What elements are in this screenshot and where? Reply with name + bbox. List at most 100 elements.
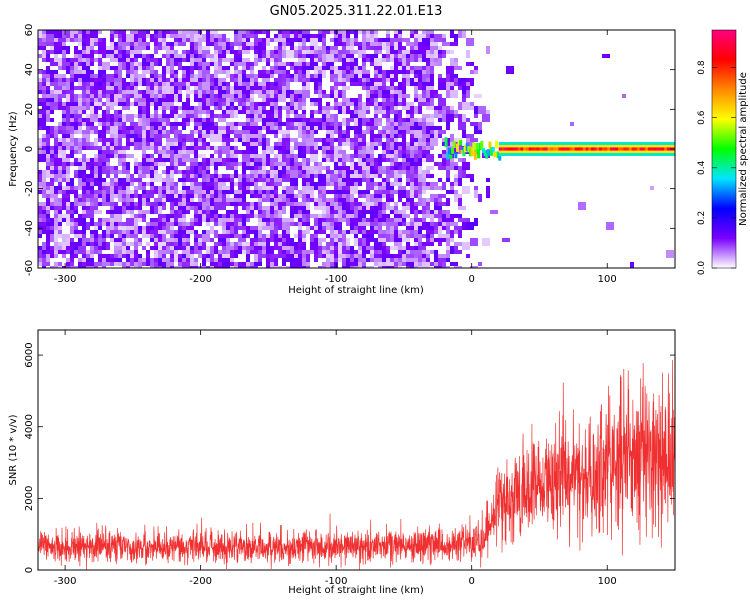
spectrogram-cell: [334, 230, 338, 234]
spectrogram-cell: [330, 262, 334, 268]
spectrogram-cell: [482, 238, 490, 246]
spectrogram-cell: [402, 86, 406, 94]
spectrogram-cell: [50, 118, 54, 122]
spectrogram-cell: [430, 74, 434, 82]
spectrogram-cell: [254, 214, 258, 218]
spectrogram-cell: [258, 242, 266, 246]
spectrogram-cell: [496, 151, 500, 159]
spectrogram-cell: [242, 178, 246, 186]
spectrogram-cell: [266, 70, 270, 74]
spectrogram-cell: [126, 262, 130, 266]
spectrogram-cell: [450, 142, 454, 146]
spectrogram-cell: [458, 198, 462, 206]
spectrogram-cell: [414, 194, 418, 198]
spectrogram-cell: [158, 206, 162, 214]
spectrogram-cell: [430, 38, 434, 42]
spectrogram-cell: [178, 94, 182, 98]
spectrogram-cell: [102, 266, 106, 268]
spectrogram-cell: [258, 94, 266, 98]
spectrogram-cell: [422, 214, 430, 218]
spectrogram-cell: [406, 154, 410, 158]
spectrogram-cell: [302, 134, 306, 142]
spectrogram-cell: [210, 110, 214, 118]
spectrogram-cell: [278, 242, 282, 246]
spectrogram-cell: [186, 90, 194, 94]
spectrogram-cell: [366, 82, 370, 86]
spectrogram-cell: [354, 30, 358, 38]
spectrogram-cell: [226, 82, 230, 86]
spectrogram-cell: [82, 218, 86, 226]
y-tick-label: 60: [24, 24, 35, 37]
spectrogram-cell: [286, 230, 290, 234]
spectrogram-cell: [318, 82, 322, 86]
spectrogram-cell: [346, 258, 350, 266]
spectrogram-cell: [454, 34, 458, 42]
spectrogram-cell: [162, 234, 166, 242]
spectrogram-cell: [406, 122, 414, 126]
spectrogram-cell: [74, 254, 78, 258]
spectrogram-cell: [186, 98, 190, 106]
spectrogram-cell: [158, 250, 166, 254]
spectrogram-cell: [226, 186, 230, 190]
spectrogram-cell: [354, 62, 358, 66]
spectrogram-cell: [302, 114, 306, 118]
spectrogram-cell: [206, 66, 210, 70]
spectrogram-cell: [286, 134, 290, 138]
spectrogram-cell: [298, 222, 302, 226]
spectrogram-cell: [142, 38, 146, 42]
spectrogram-cell: [362, 86, 366, 90]
spectrogram-cell: [166, 194, 170, 198]
spectrogram-cell: [166, 198, 174, 202]
spectrogram-cell: [86, 210, 90, 214]
spectrogram-cell: [246, 126, 250, 130]
spectrogram-cell: [434, 126, 442, 130]
signal-band-cell: [515, 147, 519, 151]
colorbar-label: Normalized spectral amplitude: [738, 72, 749, 226]
spectrogram-cell: [274, 126, 278, 130]
spectrogram-cell: [146, 138, 150, 142]
spectrogram-cell: [58, 82, 66, 86]
spectrogram-cell: [430, 146, 434, 150]
spectrogram-cell: [390, 190, 398, 194]
spectrogram-cell: [186, 226, 194, 230]
spectrogram-cell: [358, 150, 366, 154]
spectrogram-cell: [146, 250, 150, 254]
y-tick-label: 40: [24, 63, 35, 76]
spectrogram-cell: [322, 34, 326, 38]
spectrogram-cell: [410, 222, 414, 226]
x-tick-label: 0: [469, 576, 475, 587]
spectrogram-cell: [186, 86, 190, 90]
spectrogram-cell: [54, 234, 58, 242]
spectrogram-cell: [414, 238, 418, 242]
spectrogram-cell: [462, 170, 466, 178]
spectrogram-cell: [450, 74, 458, 78]
spectrogram-cell: [58, 122, 62, 126]
spectrogram-cell: [274, 102, 278, 110]
spectrogram-cell: [238, 90, 242, 98]
spectrogram-cell: [390, 94, 394, 98]
spectrogram-cell: [418, 82, 422, 90]
spectrogram-cell: [126, 130, 130, 134]
spectrogram-cell: [473, 150, 477, 160]
spectrogram-cell: [330, 114, 334, 118]
spectrogram-cell: [334, 258, 338, 262]
spectrogram-cell: [74, 114, 82, 118]
spectrogram-cell: [354, 266, 358, 268]
spectrogram-cell: [122, 246, 126, 254]
spectrogram-cell: [386, 178, 390, 182]
spectrogram-cell: [326, 214, 330, 218]
spectrogram-cell: [130, 230, 134, 234]
spectrogram-cell: [350, 266, 354, 268]
spectrogram-cell: [274, 78, 278, 82]
spectrogram-cell: [454, 250, 462, 254]
spectrogram-cell: [46, 146, 50, 154]
spectrogram-cell: [194, 54, 198, 58]
spectrogram-cell: [186, 206, 190, 210]
spectrogram-cell: [134, 190, 138, 194]
spectrogram-cell: [346, 194, 350, 202]
spectrogram-cell: [146, 106, 150, 114]
spectrogram-cell: [246, 182, 254, 186]
spectrogram-cell: [194, 210, 198, 214]
spectrogram-cell: [166, 246, 170, 254]
spectrogram-cell: [58, 130, 62, 134]
